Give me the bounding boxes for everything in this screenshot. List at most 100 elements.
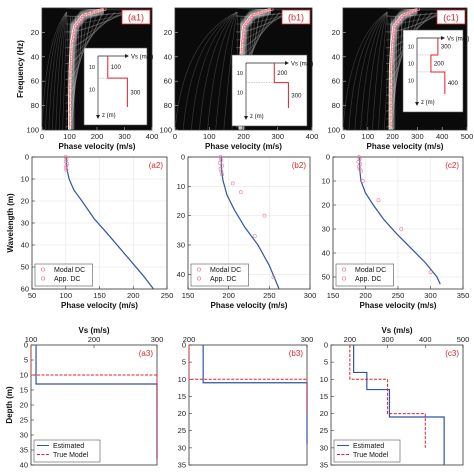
x-tick-label: 100 xyxy=(25,335,38,344)
y-tick-label: 20 xyxy=(320,409,328,418)
panel-label-box xyxy=(281,9,311,25)
x-tick-label: 300 xyxy=(381,335,394,344)
panel-label: (c2) xyxy=(445,161,459,170)
inset-title: Vs (m/s) xyxy=(291,62,313,68)
legend-swatch xyxy=(40,267,46,272)
inset-box xyxy=(83,47,148,126)
app-dc-point xyxy=(230,181,235,186)
panel-a3: 100 200 300 0 5 10 15 20 25 30 35 40 Vs (m/s) Depth (… xyxy=(5,326,163,470)
app-dc-point xyxy=(262,213,267,218)
legend-box xyxy=(34,263,93,287)
picked-point xyxy=(80,15,85,20)
picked-point xyxy=(393,24,397,28)
picked-point xyxy=(389,73,394,77)
picked-point xyxy=(389,116,393,120)
picked-point xyxy=(404,12,409,16)
x-tick-label: 200 xyxy=(237,132,250,141)
energy-band xyxy=(51,11,67,130)
inset-layer-label: 100 xyxy=(111,65,122,71)
energy-band xyxy=(182,11,238,130)
app-dc-point xyxy=(357,164,361,169)
picked-point xyxy=(396,20,401,24)
y-tick-label: 20 xyxy=(31,28,39,37)
y-tick-label: 20 xyxy=(164,28,172,37)
y-tick-label: 80 xyxy=(31,101,39,110)
y-tick-label: 10 xyxy=(177,182,185,191)
energy-band xyxy=(175,11,238,130)
y-tick-label: 40 xyxy=(177,270,185,279)
inset-depth-tick: 10 xyxy=(89,65,95,71)
inset-arrow-x xyxy=(285,61,289,65)
picked-point xyxy=(389,109,393,114)
inset-depth-tick: 10 xyxy=(408,61,414,67)
picked-point xyxy=(389,62,394,66)
legend-label: Modal DC xyxy=(54,267,85,274)
y-tick-label: 40 xyxy=(332,52,340,61)
inset-profile-line xyxy=(107,56,128,107)
legend-label: True Model xyxy=(53,452,89,459)
x-tick-label: 200 xyxy=(88,335,101,344)
y-tick-label: 35 xyxy=(178,461,186,470)
inset-arrow-x xyxy=(125,54,129,58)
x-tick-label: 200 xyxy=(183,335,196,344)
x-tick-label: 100 xyxy=(59,291,72,300)
x-axis-label: Phase velocity (m/s) xyxy=(360,301,437,310)
panel-label: (a1) xyxy=(128,13,144,23)
picked-point xyxy=(94,9,99,14)
picked-point xyxy=(251,13,255,18)
inset-arrow-z xyxy=(96,115,100,119)
picked-point xyxy=(68,97,73,102)
y-axis-label: Frequency (Hz) xyxy=(16,40,25,98)
x-tick-label: 150 xyxy=(327,291,340,300)
inset-layer-label: 200 xyxy=(277,71,288,77)
y-tick-label: 60 xyxy=(332,77,340,86)
y-tick-label: 20 xyxy=(21,197,29,206)
picked-point xyxy=(394,22,399,26)
inset-depth-tick: 10 xyxy=(408,44,414,50)
y-tick-label: 30 xyxy=(178,443,186,452)
y-tick-label: 20 xyxy=(322,201,330,210)
y-tick-label: 60 xyxy=(31,77,39,86)
energy-band xyxy=(377,11,388,130)
app-dc-point xyxy=(217,160,222,165)
y-tick-label: 30 xyxy=(21,219,29,228)
x-tick-label: 0 xyxy=(40,132,44,141)
picked-point xyxy=(103,8,107,11)
picked-point xyxy=(69,67,73,71)
y-tick-label: 40 xyxy=(20,461,28,470)
inset-layer-label: 200 xyxy=(434,61,445,67)
picked-point xyxy=(73,28,77,32)
panel-label: (c1) xyxy=(443,13,459,23)
app-dc-point xyxy=(271,275,276,280)
y-tick-label: 20 xyxy=(20,401,28,410)
y-tick-label: 15 xyxy=(320,392,328,401)
picked-point xyxy=(392,28,397,32)
x-tick-label: 400 xyxy=(436,132,449,141)
y-tick-label: 30 xyxy=(322,225,330,234)
x-tick-label: 150 xyxy=(182,291,195,300)
energy-band xyxy=(42,11,67,130)
app-dc-point xyxy=(64,168,69,173)
y-tick-label: 5 xyxy=(324,358,328,367)
x-axis-label: Phase velocity (m/s) xyxy=(59,142,136,151)
y-tick-label: 0 xyxy=(324,341,328,350)
y-tick-label: 60 xyxy=(164,77,172,86)
picked-point xyxy=(255,12,259,16)
x-tick-label: 400 xyxy=(306,132,319,141)
panel-c3: 200 300 400 500 0 5 10 15 20 25 30 35 Vs (m/s) (c3) Es… xyxy=(320,326,470,470)
y-tick-label: 60 xyxy=(21,285,29,294)
y-tick-label: 35 xyxy=(20,446,28,455)
x-axis-label: Vs (m/s) xyxy=(381,326,412,335)
y-tick-label: 100 xyxy=(327,126,340,135)
picked-point xyxy=(410,9,415,14)
inset-depth-tick: 10 xyxy=(89,87,95,93)
y-tick-label: 100 xyxy=(26,126,39,135)
y-tick-label: 80 xyxy=(164,101,172,110)
legend-swatch xyxy=(196,276,202,281)
energy-band xyxy=(48,11,67,130)
energy-band xyxy=(62,11,67,130)
picked-point xyxy=(242,24,247,28)
picked-point xyxy=(390,42,395,47)
picked-point xyxy=(262,9,267,14)
